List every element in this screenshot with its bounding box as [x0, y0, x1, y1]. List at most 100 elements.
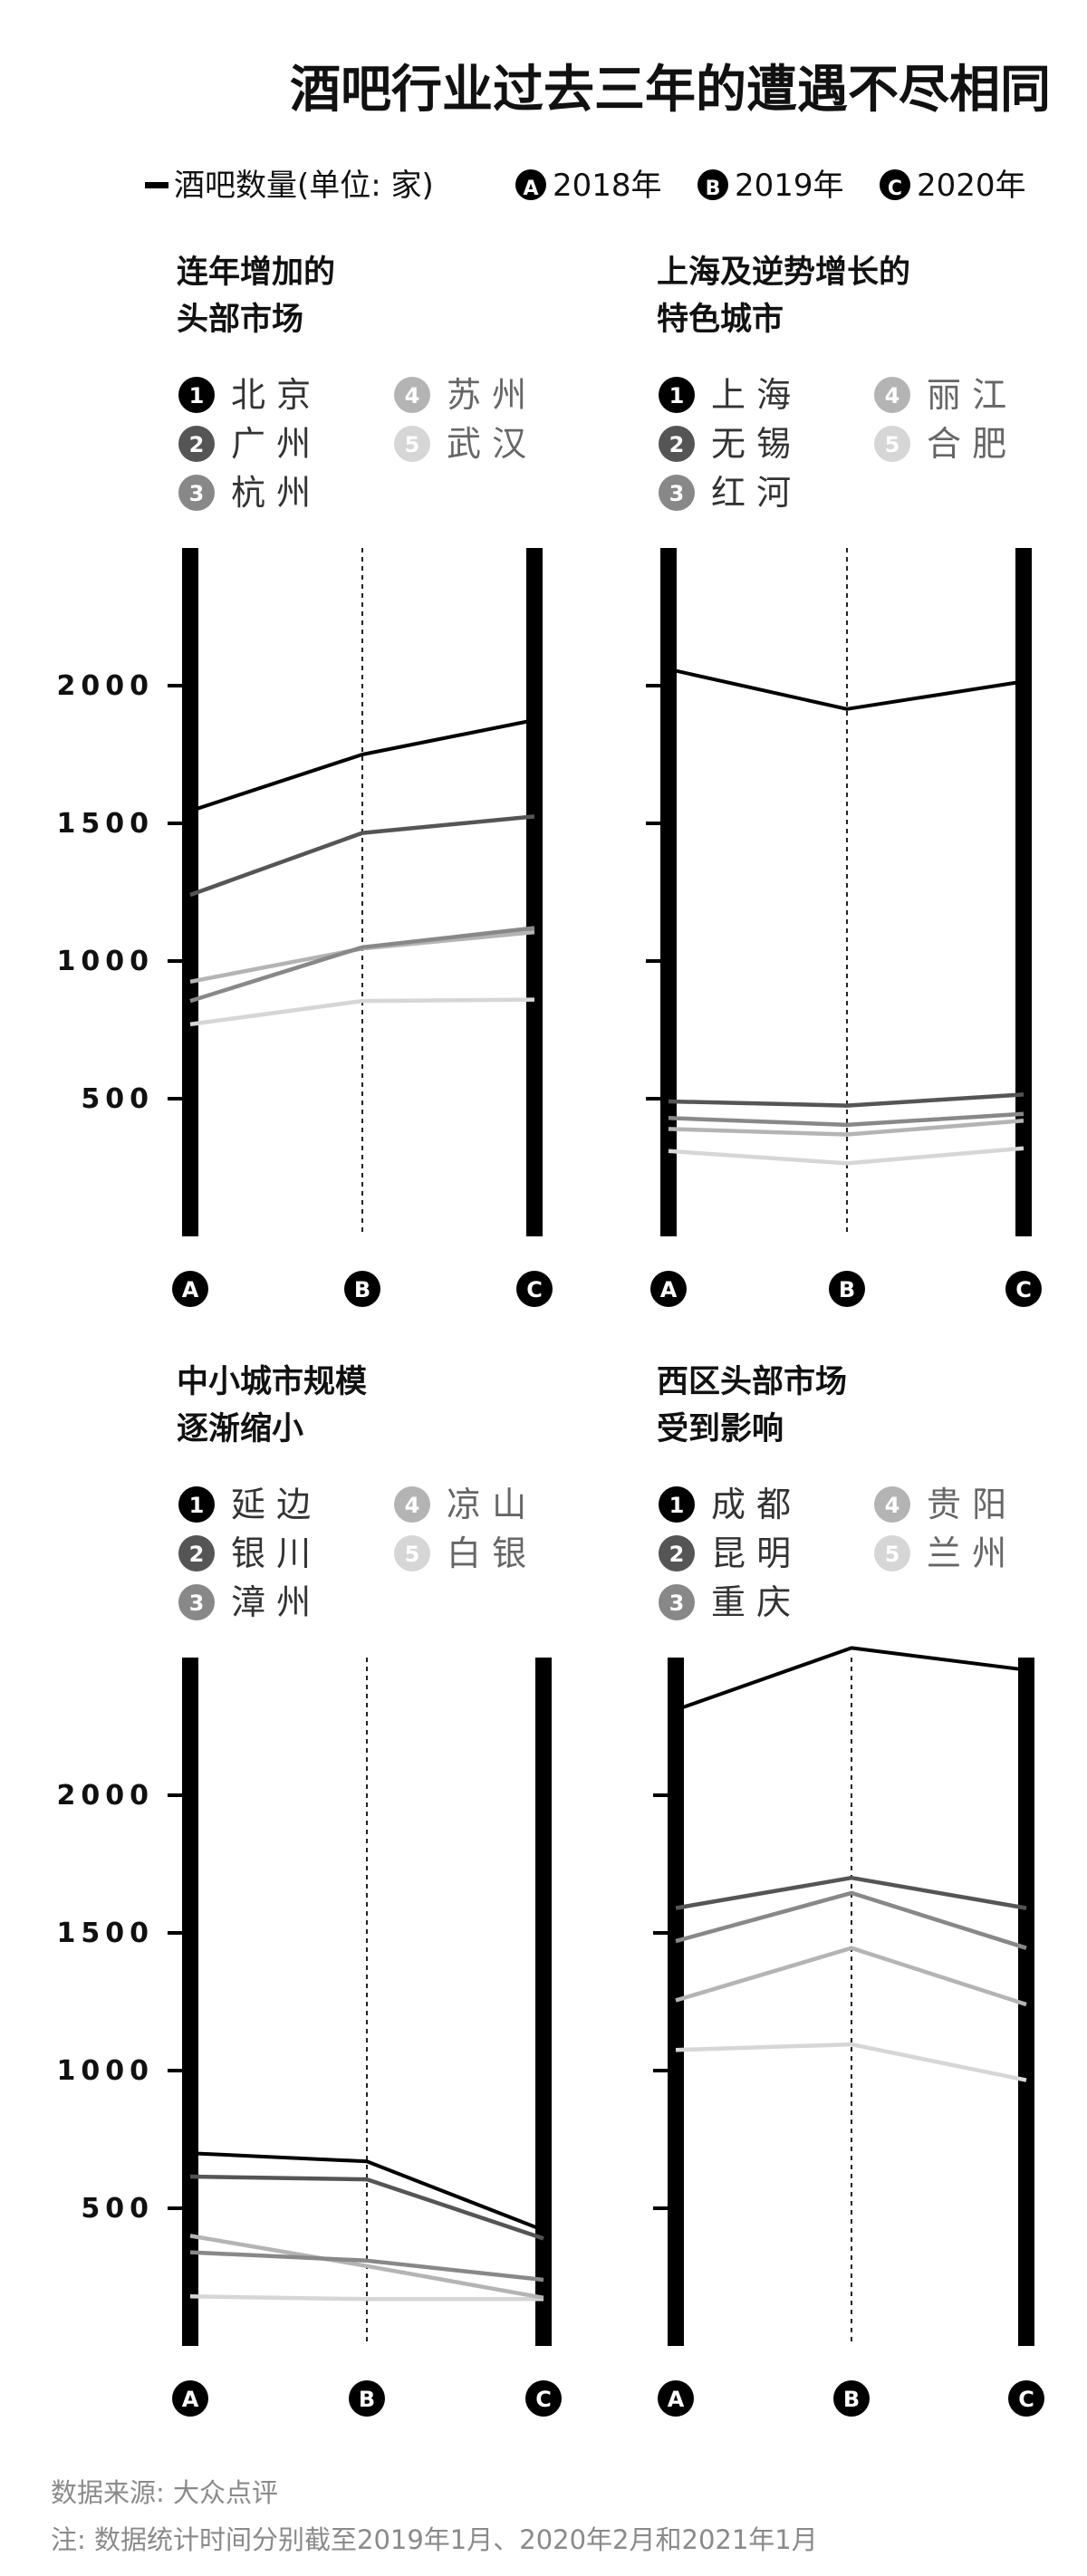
year-c-marker: C — [888, 178, 902, 200]
legend-city: 合 肥 — [927, 424, 1006, 464]
axis-bar-c — [535, 1658, 552, 2346]
x-tick-label: B — [354, 1277, 370, 1302]
legend-badge — [394, 1486, 430, 1523]
x-badge-b — [344, 1271, 380, 1307]
legend-city: 漳 州 — [231, 1582, 311, 1622]
legend-city: 红 河 — [711, 473, 791, 513]
y-tick — [168, 684, 190, 687]
legend-city: 贵 阳 — [927, 1485, 1006, 1524]
legend-badge — [394, 426, 430, 462]
series-line-3 — [189, 926, 535, 1004]
series-line-5 — [668, 1146, 1024, 1166]
y-tick-label: 1000 — [57, 2055, 155, 2087]
legend-badge — [394, 1535, 430, 1572]
legend-badge — [874, 1535, 910, 1572]
page-title: 酒吧行业过去三年的遭遇不尽相同 — [290, 61, 1051, 120]
legend-number: 1 — [189, 1493, 205, 1518]
series-line-5 — [675, 2042, 1027, 2082]
year-b-badge — [697, 169, 728, 200]
legend-badge — [178, 1584, 215, 1620]
legend-badge — [874, 377, 910, 413]
legend-number: 3 — [189, 481, 205, 506]
y-tick — [653, 1931, 676, 1935]
y-tick — [653, 2069, 676, 2072]
series-line-4 — [668, 1119, 1024, 1137]
series-line-2 — [189, 2174, 544, 2241]
legend-city: 银 川 — [231, 1533, 311, 1573]
header-legend: 酒吧数量(单位: 家) A 2018年 B 2019年 C 2020年 — [145, 168, 1026, 204]
legend-city: 重 庆 — [711, 1582, 791, 1622]
legend-number: 5 — [885, 432, 900, 457]
series-line-5 — [189, 2294, 544, 2302]
y-tick-label: 2000 — [57, 1780, 155, 1812]
axis-bar-a — [660, 548, 677, 1236]
panel-title-line: 上海及逆势增长的 — [657, 255, 910, 291]
legend-number: 5 — [885, 1542, 900, 1567]
legend-city: 延 边 — [231, 1485, 311, 1524]
legend-badge — [659, 1584, 695, 1620]
legend-city: 无 锡 — [711, 424, 791, 464]
legend-badge — [659, 1535, 695, 1572]
y-tick — [168, 2069, 190, 2072]
panel-title-line: 连年增加的 — [177, 255, 335, 291]
legend-badge — [178, 475, 215, 511]
x-badge-c — [1008, 2380, 1044, 2417]
legend-city: 上 海 — [711, 375, 791, 415]
legend-city: 丽 江 — [927, 375, 1006, 415]
y-tick — [168, 822, 190, 825]
series-line-4 — [675, 1946, 1027, 2007]
x-badge-a — [172, 2380, 208, 2417]
y-tick — [646, 684, 669, 687]
x-badge-c — [525, 2380, 562, 2417]
legend-badge — [178, 1486, 215, 1523]
legend-city: 武 汉 — [447, 424, 526, 464]
legend-badge — [178, 426, 215, 462]
x-tick-label: C — [1015, 1277, 1032, 1302]
y-tick — [168, 1931, 190, 1935]
legend-city: 成 都 — [711, 1485, 791, 1524]
legend-badge — [874, 426, 910, 462]
series-line-3 — [675, 1890, 1027, 1950]
legend-number: 1 — [669, 1493, 685, 1518]
source-note: 数据来源: 大众点评 — [51, 2477, 278, 2508]
y-tick — [646, 1097, 669, 1101]
panel-title-line: 中小城市规模 — [177, 1364, 367, 1400]
legend-city: 昆 明 — [711, 1533, 791, 1573]
axis-bar-a — [182, 548, 198, 1236]
legend-city: 苏 州 — [447, 375, 526, 415]
x-tick-label: C — [526, 1277, 543, 1302]
y-tick — [168, 2206, 190, 2210]
legend-number: 3 — [189, 1591, 205, 1616]
panel-title-line: 特色城市 — [657, 302, 784, 338]
x-badge-c — [516, 1271, 553, 1307]
x-badge-c — [1005, 1271, 1042, 1307]
x-tick-label: B — [359, 2387, 375, 2412]
legend-badge — [178, 377, 215, 413]
x-tick-label: A — [660, 1277, 678, 1302]
legend-number: 4 — [885, 1493, 900, 1518]
axis-bar-a — [668, 1658, 684, 2346]
legend-number: 5 — [405, 1542, 420, 1567]
year-c-badge — [880, 169, 910, 200]
panel-title-line: 头部市场 — [177, 302, 303, 338]
legend-number: 1 — [189, 383, 205, 409]
legend-city: 北 京 — [231, 375, 311, 415]
y-tick-label: 500 — [81, 1083, 154, 1115]
axis-bar-c — [1015, 548, 1032, 1236]
legend-city: 凉 山 — [447, 1485, 526, 1524]
y-tick-label: 2000 — [57, 670, 155, 702]
year-a-badge — [515, 169, 546, 200]
year-b-label: 2019年 — [735, 168, 844, 204]
panel-title-line: 西区头部市场 — [657, 1364, 847, 1400]
x-badge-b — [833, 2380, 870, 2417]
y-tick-label: 1000 — [57, 946, 155, 977]
legend-number: 2 — [669, 1542, 685, 1567]
y-tick-label: 1500 — [57, 808, 155, 840]
series-line-1 — [668, 667, 1024, 711]
legend-badge — [178, 1535, 215, 1572]
